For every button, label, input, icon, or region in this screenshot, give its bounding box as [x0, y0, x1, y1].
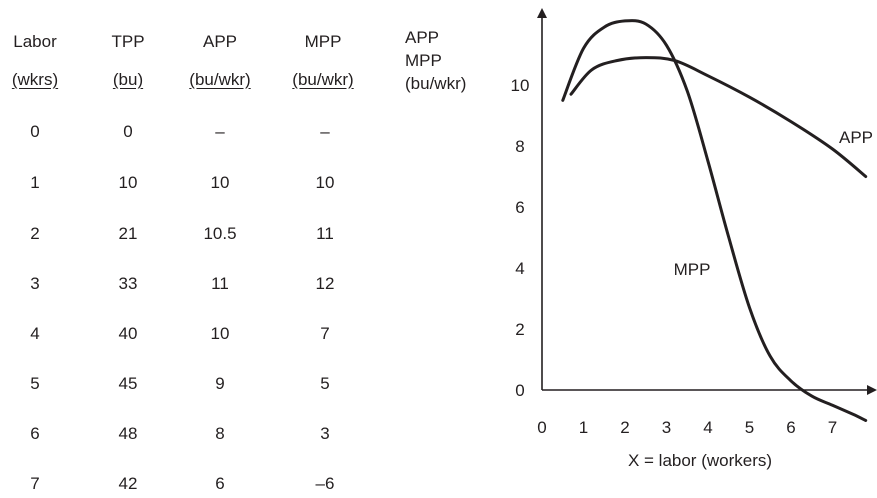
table-cell: 7	[320, 324, 330, 343]
table-cell: 3	[320, 424, 330, 443]
col-unit-mpp: (bu/wkr)	[292, 70, 354, 89]
table-cell: 2	[30, 224, 40, 243]
x-tick-label: 2	[620, 418, 629, 437]
series-line-mpp	[561, 19, 868, 422]
y-tick-label: 6	[515, 198, 524, 217]
table-cell: 12	[315, 274, 335, 293]
y-axis-label: APP	[405, 28, 439, 47]
y-tick-label: 10	[511, 76, 530, 95]
table-cell: 5	[30, 374, 40, 393]
table-cell: 0	[123, 122, 133, 141]
table-cell: 40	[118, 324, 138, 343]
table-cell: 42	[118, 474, 138, 493]
x-tick-label: 6	[786, 418, 795, 437]
y-axis-label: MPP	[405, 51, 442, 70]
table-cell: 9	[215, 374, 225, 393]
y-tick-label: 2	[515, 320, 524, 339]
series-line-app	[569, 56, 868, 178]
table-cell: 10	[315, 173, 335, 192]
y-tick-label: 4	[515, 259, 524, 278]
x-tick-label: 4	[703, 418, 712, 437]
y-tick-label: 8	[515, 137, 524, 156]
col-header-app: APP	[202, 32, 238, 51]
x-tick-label: 0	[537, 418, 546, 437]
table-cell: 6	[215, 474, 225, 493]
col-unit-tpp: (bu)	[112, 70, 144, 89]
col-unit-labor: (wkrs)	[11, 70, 59, 89]
x-tick-label: 3	[662, 418, 671, 437]
col-unit-app: (bu/wkr)	[189, 70, 251, 89]
table-cell: –	[320, 122, 330, 141]
table-cell: 10.5	[203, 224, 237, 243]
table-cell: 11	[211, 274, 229, 293]
table-cell: 10	[210, 173, 230, 192]
table-cell: 7	[30, 474, 40, 493]
y-tick-label: 0	[515, 381, 524, 400]
series-label-mpp: MPP	[674, 260, 711, 279]
table-cell: 10	[210, 324, 230, 343]
col-header-labor: Labor	[13, 32, 57, 51]
table-cell: 4	[30, 324, 40, 343]
x-tick-label: 7	[828, 418, 837, 437]
table-cell: 3	[30, 274, 40, 293]
col-header-tpp: TPP	[111, 32, 145, 51]
x-tick-label: 5	[745, 418, 754, 437]
series-label-app: APP	[839, 128, 873, 147]
x-tick-label: 1	[579, 418, 588, 437]
col-header-mpp: MPP	[304, 32, 342, 51]
table-cell: 6	[30, 424, 40, 443]
table-cell: 5	[320, 374, 330, 393]
table-cell: 0	[30, 122, 40, 141]
table-cell: 1	[30, 173, 40, 192]
table-cell: –6	[315, 474, 335, 493]
table-cell: 21	[118, 224, 138, 243]
y-axis-label: (bu/wkr)	[405, 74, 466, 93]
table-cell: –	[215, 122, 225, 141]
table-cell: 48	[118, 424, 138, 443]
table-cell: 10	[118, 173, 138, 192]
table-cell: 45	[118, 374, 138, 393]
table-cell: 8	[215, 424, 225, 443]
table-cell: 33	[118, 274, 138, 293]
x-axis-label: X = labor (workers)	[628, 451, 772, 470]
table-cell: 11	[316, 224, 334, 243]
